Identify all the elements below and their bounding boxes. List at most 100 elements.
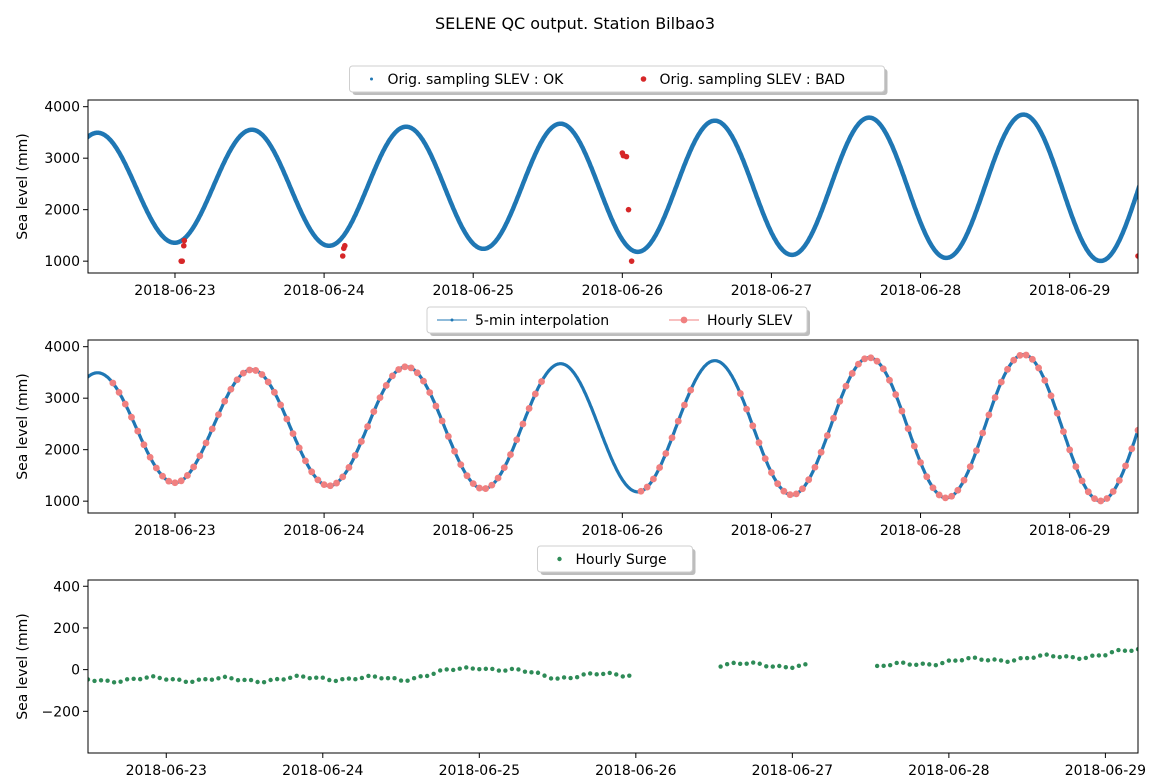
x-tick-label: 2018-06-29 — [1065, 763, 1146, 777]
surge-point — [431, 671, 436, 677]
x-tick-label: 2018-06-26 — [582, 523, 663, 539]
hourly-point — [966, 463, 974, 471]
surge-point — [751, 660, 756, 665]
surge-point — [151, 674, 156, 679]
hourly-point — [494, 474, 502, 482]
surge-point — [783, 665, 789, 670]
surge-point — [777, 663, 782, 669]
surge-point — [940, 660, 945, 666]
hourly-point — [786, 491, 794, 499]
hourly-point — [1084, 488, 1092, 496]
surge-point — [98, 678, 104, 683]
bad-point — [180, 242, 187, 249]
surge-point — [522, 669, 528, 674]
surge-point — [1024, 655, 1030, 661]
hourly-point — [482, 485, 490, 492]
hourly-point — [736, 390, 744, 397]
hourly-point — [973, 447, 980, 455]
hourly-point — [177, 477, 185, 485]
hourly-point — [805, 476, 813, 484]
hourly-point — [258, 371, 266, 378]
axes-frame — [87, 579, 1139, 754]
surge-point — [379, 676, 384, 681]
hourly-point — [171, 479, 179, 487]
hourly-point — [1028, 355, 1036, 363]
hourly-point — [159, 472, 166, 480]
surge-point — [470, 666, 475, 671]
hourly-point — [438, 417, 446, 425]
bad-point — [628, 258, 635, 264]
hourly-point — [991, 394, 999, 401]
legend: 5-min interpolation Hourly SLEV — [426, 306, 810, 336]
surge-point — [1031, 655, 1036, 660]
hourly-point — [270, 388, 278, 396]
surge-point — [444, 667, 449, 672]
surge-point — [405, 678, 410, 683]
surge-point — [724, 662, 730, 667]
y-tick-label: 1000 — [44, 494, 80, 510]
surge-point — [287, 675, 293, 681]
x-tick-label: 2018-06-27 — [752, 763, 833, 777]
hourly-point — [768, 469, 775, 476]
surge-point — [998, 658, 1004, 663]
hourly-point — [357, 438, 365, 445]
hourly-point — [407, 364, 415, 372]
hourly-point — [326, 482, 334, 490]
surge-point — [1051, 654, 1056, 659]
hourly-point — [128, 413, 135, 421]
surge-point — [164, 677, 169, 682]
hourly-point — [1016, 351, 1024, 359]
hourly-point — [500, 464, 508, 472]
hourly-point — [681, 401, 688, 409]
surge-point — [790, 665, 795, 671]
hourly-point — [364, 423, 371, 430]
surge-point — [359, 675, 365, 681]
plot-area — [88, 647, 1138, 685]
surge-point — [131, 676, 136, 681]
hourly-point — [531, 390, 539, 398]
hourly-point — [246, 366, 253, 374]
x-tick-label: 2018-06-29 — [1029, 283, 1110, 299]
hourly-point — [1066, 446, 1074, 454]
surge-point — [255, 679, 260, 685]
surge-point — [959, 658, 965, 663]
hourly-point — [1035, 364, 1042, 372]
hourly-point — [121, 400, 129, 408]
hourly-point — [886, 376, 893, 384]
hourly-point — [830, 414, 837, 422]
legend-box — [426, 306, 808, 334]
hourly-point — [1041, 376, 1049, 384]
hourly-point — [1091, 495, 1098, 503]
x-tick-label: 2018-06-24 — [283, 283, 364, 299]
surge-point — [301, 674, 306, 679]
surge-point — [731, 660, 736, 666]
hourly-point — [277, 401, 285, 409]
hourly-point — [910, 442, 918, 450]
hourly-point — [649, 475, 657, 483]
surge-point — [568, 675, 573, 681]
y-tick-label: 2000 — [44, 203, 80, 219]
y-tick-label: 2000 — [44, 443, 80, 459]
hourly-point — [239, 369, 247, 377]
hourly-point — [401, 363, 409, 371]
y-tick-label: 200 — [53, 621, 80, 637]
surge-point — [320, 675, 325, 680]
surge-point — [424, 673, 430, 679]
surge-point — [137, 676, 143, 682]
hourly-point — [476, 484, 483, 492]
hourly-point — [761, 455, 769, 463]
surge-point — [437, 668, 443, 673]
surge-point — [1005, 659, 1010, 665]
surge-point — [907, 662, 912, 667]
hourly-point — [935, 491, 943, 499]
hourly-point — [339, 473, 347, 481]
hourly-point — [1109, 488, 1117, 495]
surge-point — [933, 662, 939, 668]
surge-point — [535, 670, 541, 675]
hourly-point — [202, 439, 210, 447]
hourly-point — [451, 447, 458, 455]
hourly-point — [525, 405, 533, 412]
surge-point — [764, 664, 769, 669]
surge-point — [1109, 650, 1115, 655]
